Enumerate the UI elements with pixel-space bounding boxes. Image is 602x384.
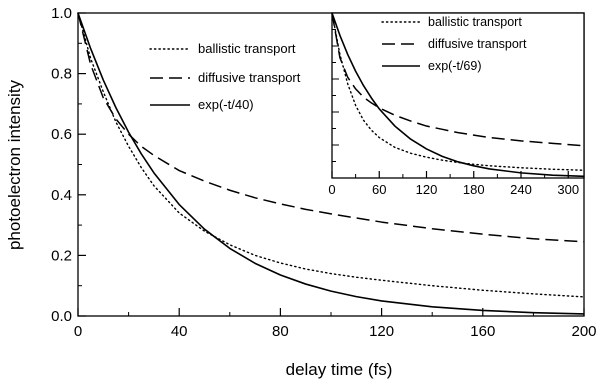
y-tick-label: 0.2 <box>51 247 72 264</box>
inset-x-tick-label: 0 <box>328 182 335 197</box>
x-tick-label: 200 <box>571 323 596 340</box>
inset-series-line-2 <box>331 12 585 178</box>
y-axis-title: photoelectron intensity <box>5 79 24 250</box>
inset-chart: 0 60 120 180 240 300 ballistic transport diffus… <box>328 12 585 197</box>
inset-plot-frame <box>331 12 585 179</box>
inset-series-line-1 <box>331 12 585 147</box>
y-tick-label: 0.6 <box>51 126 72 143</box>
inset-x-tick-label: 300 <box>557 182 579 197</box>
y-tick-label: 1.0 <box>51 5 72 22</box>
inset-x-tick-label: 240 <box>510 182 532 197</box>
main-series-line-0 <box>77 12 585 298</box>
x-tick-label: 0 <box>74 323 82 340</box>
main-chart: 0 40 80 120 160 200 0.0 0.2 0.4 0.6 0.8 1.0 ballisti… <box>51 5 596 340</box>
x-tick-label: 40 <box>171 323 188 340</box>
main-legend-label-2: exp(-t/40) <box>198 97 254 112</box>
main-legend-label-1: diffusive transport <box>198 70 301 85</box>
inset-x-tick-label: 120 <box>416 182 438 197</box>
main-series-line-1 <box>77 12 585 243</box>
inset-legend-label-0: ballistic transport <box>428 15 522 29</box>
y-tick-label: 0.8 <box>51 66 72 83</box>
x-tick-label: 160 <box>470 323 495 340</box>
inset-x-tick-label: 60 <box>372 182 386 197</box>
inset-series-line-0 <box>331 12 585 171</box>
y-tick-label: 0.0 <box>51 308 72 325</box>
inset-legend: ballistic transport diffusive transport ex… <box>381 15 527 73</box>
main-legend-label-0: ballistic transport <box>198 41 296 56</box>
y-tick-label: 0.4 <box>51 187 72 204</box>
x-axis-title: delay time (fs) <box>286 360 393 379</box>
inset-legend-label-2: exp(-t/69) <box>428 59 482 73</box>
inset-legend-label-1: diffusive transport <box>428 37 527 51</box>
inset-x-tick-label: 180 <box>463 182 485 197</box>
x-tick-label: 80 <box>272 323 289 340</box>
main-legend: ballistic transport diffusive transport ex… <box>149 41 301 112</box>
x-tick-label: 120 <box>369 323 394 340</box>
main-series-line-2 <box>77 12 585 315</box>
